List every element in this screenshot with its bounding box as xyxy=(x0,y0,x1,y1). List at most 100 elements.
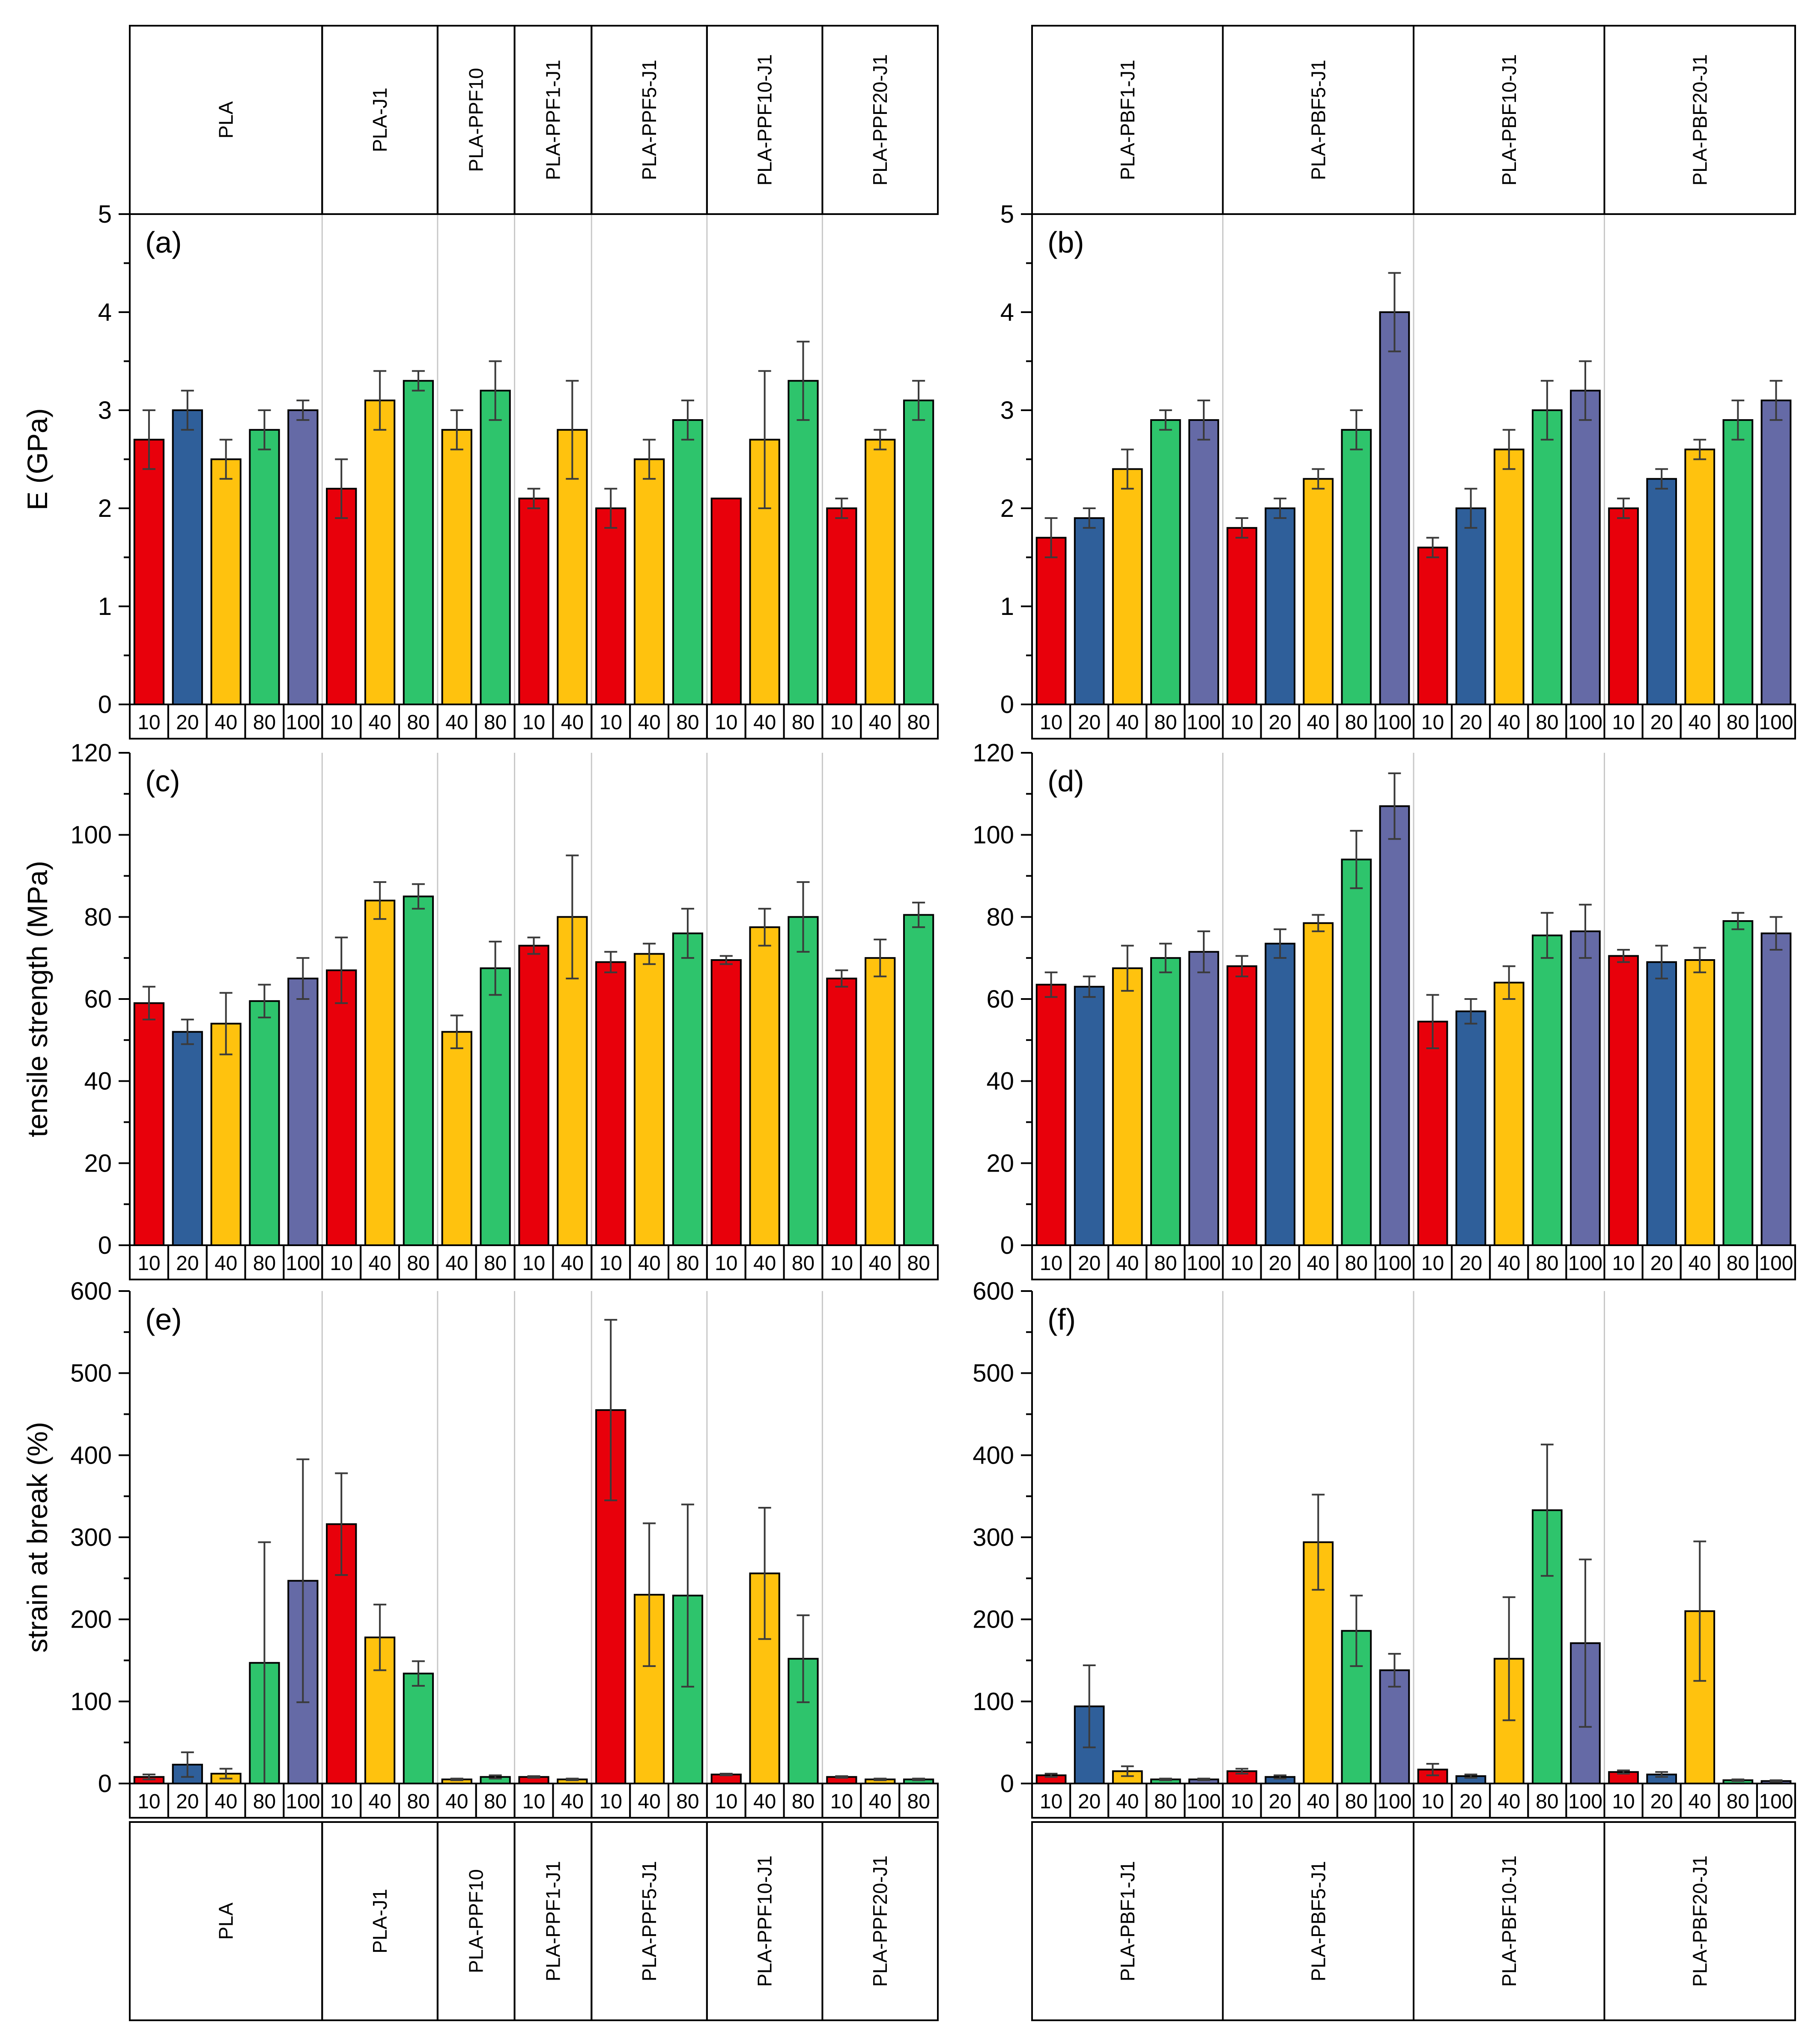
category-label: 40 xyxy=(1307,1252,1330,1275)
category-label: 40 xyxy=(1116,1252,1139,1275)
group-name-label: PLA-PBF20-J1 xyxy=(1689,1855,1711,1987)
group-name-label: PLA-PBF20-J1 xyxy=(1689,54,1711,186)
bar-PLA-PBF10-J1-40 xyxy=(1493,448,1525,705)
group-name-label: PLA-PBF10-J1 xyxy=(1498,54,1520,186)
bar-PLA-PBF20-J1-100 xyxy=(1760,400,1792,705)
category-label: 80 xyxy=(1154,1252,1177,1275)
bar-PLA-100 xyxy=(287,409,319,705)
panel-c: 0 20 40 60 80 100 120 (c) tensile strength (MPa)… xyxy=(21,739,939,1280)
y-axis-title: strain at break (%) xyxy=(21,1422,53,1652)
category-label: 10 xyxy=(715,1252,737,1275)
bar-PLA-PPF20-J1-40 xyxy=(865,438,896,705)
bar-PLA-PPF10-J1-10 xyxy=(710,498,742,705)
bar-PLA-PBF5-J1-10 xyxy=(1226,965,1257,1246)
category-cell xyxy=(1756,704,1796,740)
bar-PLA-80 xyxy=(249,429,280,705)
y-tick-label: 600 xyxy=(70,1277,112,1305)
bar-PLA-PPF10-80 xyxy=(480,967,511,1246)
bar-PLA-PPF10-J1-10 xyxy=(710,959,742,1246)
group-name-label: PLA-PPF1-J1 xyxy=(542,60,564,180)
category-label: 40 xyxy=(1307,1790,1330,1813)
category-label: 10 xyxy=(715,1790,737,1813)
category-label: 80 xyxy=(676,1790,699,1813)
category-label: 10 xyxy=(1612,711,1635,734)
category-label: 100 xyxy=(286,1252,320,1275)
category-cell xyxy=(898,704,939,740)
y-tick-label: 120 xyxy=(70,739,112,767)
category-label: 20 xyxy=(1459,1790,1482,1813)
y-tick-label: 0 xyxy=(1000,1232,1014,1259)
category-label: 40 xyxy=(561,711,584,734)
category-label: 40 xyxy=(1498,1790,1520,1813)
y-tick-label: 2 xyxy=(1000,495,1014,522)
category-label: 20 xyxy=(176,1252,199,1275)
y-tick-label: 80 xyxy=(986,903,1014,931)
bar-PLA-J1-80 xyxy=(403,1673,434,1785)
category-label: 80 xyxy=(1345,1252,1368,1275)
category-label: 80 xyxy=(907,711,930,734)
y-tick-label: 3 xyxy=(98,397,112,424)
bar-PLA-J1-10 xyxy=(326,488,357,705)
group-name-label: PLA-PPF5-J1 xyxy=(638,60,660,180)
y-tick-label: 300 xyxy=(973,1524,1014,1551)
panel-label: (c) xyxy=(145,764,180,798)
bar-PLA-20 xyxy=(172,1031,203,1247)
y-tick-label: 40 xyxy=(986,1068,1014,1095)
bar-PLA-PPF1-J1-10 xyxy=(518,498,549,705)
category-label: 10 xyxy=(600,1790,622,1813)
group-name-label: PLA-PBF1-J1 xyxy=(1116,1861,1139,1981)
category-label: 80 xyxy=(1727,1252,1749,1275)
category-label: 80 xyxy=(1727,711,1749,734)
bar-PLA-PBF20-J1-40 xyxy=(1684,959,1716,1246)
bar-PLA-PBF10-J1-10 xyxy=(1417,1020,1448,1246)
category-label: 10 xyxy=(522,1252,545,1275)
group-name-cell xyxy=(1603,25,1796,215)
y-tick-label: 100 xyxy=(70,1688,112,1715)
group-name-label: PLA-PBF10-J1 xyxy=(1498,1855,1520,1987)
category-label: 40 xyxy=(869,1252,892,1275)
bar-PLA-PBF20-J1-80 xyxy=(1722,419,1754,705)
bar-PLA-PPF20-J1-40 xyxy=(865,957,896,1247)
group-name-label: PLA-J1 xyxy=(369,1889,391,1953)
category-label: 100 xyxy=(286,711,320,734)
y-tick-label: 40 xyxy=(84,1068,112,1095)
y-tick-label: 100 xyxy=(973,821,1014,849)
panel-a: 0 1 2 3 4 5 (a) E (GPa) 10 20 40 80 100 10 40 80 40 80 10 4… xyxy=(21,25,939,740)
group-name-label: PLA xyxy=(215,101,237,138)
panel-b: 0 1 2 3 4 5 (b) 10 20 40 80 100 10 20 40 80 100 10 20 40 80 1… xyxy=(1000,25,1796,740)
bar-PLA-PBF5-J1-100 xyxy=(1379,1669,1410,1784)
category-label: 40 xyxy=(215,711,237,734)
category-label: 20 xyxy=(1650,1790,1673,1813)
category-label: 10 xyxy=(830,711,853,734)
category-label: 10 xyxy=(1421,711,1444,734)
y-tick-label: 120 xyxy=(973,739,1014,767)
category-label: 40 xyxy=(215,1790,237,1813)
bar-PLA-J1-40 xyxy=(364,900,396,1246)
category-label: 80 xyxy=(407,1790,430,1813)
category-label: 40 xyxy=(869,711,892,734)
bar-PLA-PBF5-J1-10 xyxy=(1226,527,1257,706)
y-tick-label: 3 xyxy=(1000,397,1014,424)
category-label: 10 xyxy=(1230,711,1253,734)
category-label: 80 xyxy=(484,711,507,734)
bar-PLA-PBF10-J1-100 xyxy=(1570,930,1601,1246)
category-label: 40 xyxy=(638,1252,660,1275)
category-label: 10 xyxy=(1040,1790,1062,1813)
bar-PLA-J1-80 xyxy=(403,380,434,705)
bar-PLA-PBF10-J1-20 xyxy=(1455,507,1486,705)
category-label: 10 xyxy=(137,1252,160,1275)
category-label: 40 xyxy=(753,711,776,734)
bar-PLA-PBF1-J1-80 xyxy=(1150,419,1181,705)
category-label: 40 xyxy=(561,1790,584,1813)
group-name-label: PLA-PPF1-J1 xyxy=(542,1861,564,1981)
bar-PLA-PBF20-J1-10 xyxy=(1608,507,1639,705)
bar-PLA-PPF5-J1-40 xyxy=(633,953,665,1246)
category-label: 100 xyxy=(1759,1252,1793,1275)
y-tick-label: 2 xyxy=(98,495,112,522)
category-label: 10 xyxy=(830,1252,853,1275)
category-label: 80 xyxy=(484,1790,507,1813)
panel-f: 0 100 200 300 400 500 600 (f) 10 20 40 80 100 10 20 40 8… xyxy=(973,1277,1796,2021)
category-label: 80 xyxy=(907,1252,930,1275)
y-tick-label: 100 xyxy=(973,1688,1014,1715)
category-label: 80 xyxy=(484,1252,507,1275)
